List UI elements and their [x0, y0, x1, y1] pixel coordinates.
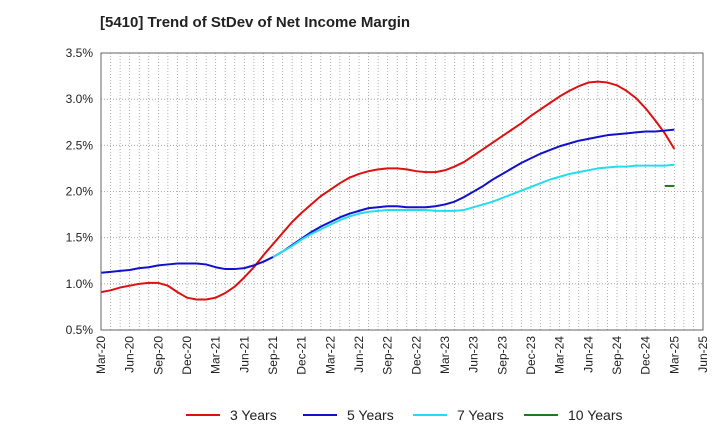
x-tick-label: Dec-24 — [639, 336, 653, 375]
y-tick-label: 1.5% — [66, 231, 94, 245]
series-line-7-years — [272, 163, 675, 258]
x-tick-label: Sep-23 — [495, 336, 509, 375]
legend-label: 5 Years — [347, 407, 394, 423]
x-tick-label: Mar-22 — [323, 336, 337, 374]
legend-label: 3 Years — [230, 407, 277, 423]
y-tick-label: 2.0% — [66, 185, 94, 199]
x-tick-label: Sep-24 — [610, 336, 624, 375]
x-tick-label: Sep-21 — [266, 336, 280, 375]
x-tick-label: Mar-21 — [209, 336, 223, 374]
x-tick-label: Sep-22 — [381, 336, 395, 375]
x-tick-label: Jun-24 — [581, 336, 595, 373]
x-tick-label: Mar-23 — [438, 336, 452, 374]
y-tick-label: 3.5% — [66, 46, 94, 60]
plot-border — [100, 52, 704, 331]
legend-swatch — [413, 414, 447, 416]
x-tick-label: Jun-23 — [467, 336, 481, 373]
x-tick-label: Mar-20 — [94, 336, 108, 374]
y-tick-label: 3.0% — [66, 92, 94, 106]
legend-label: 10 Years — [568, 407, 623, 423]
x-tick-label: Jun-25 — [696, 336, 710, 373]
chart-title: [5410] Trend of StDev of Net Income Marg… — [100, 14, 411, 31]
x-tick-label: Sep-20 — [151, 336, 165, 375]
x-tick-label: Dec-21 — [295, 336, 309, 375]
y-tick-label: 2.5% — [66, 138, 94, 152]
legend-swatch — [303, 414, 337, 416]
y-tick-label: 0.5% — [66, 323, 94, 337]
x-tick-label: Jun-22 — [352, 336, 366, 373]
y-tick-label: 1.0% — [66, 277, 94, 291]
legend-item-7-years: 7 Years — [413, 404, 504, 426]
x-tick-label: Mar-24 — [553, 336, 567, 374]
x-tick-label: Dec-23 — [524, 336, 538, 375]
x-tick-label: Jun-20 — [123, 336, 137, 373]
legend-label: 7 Years — [457, 407, 504, 423]
x-tick-label: Jun-21 — [237, 336, 251, 373]
legend-swatch — [186, 414, 220, 416]
x-tick-label: Dec-22 — [409, 336, 423, 375]
legend-item-10-years: 10 Years — [524, 404, 623, 426]
legend-item-3-years: 3 Years — [186, 404, 277, 426]
x-tick-label: Mar-25 — [667, 336, 681, 374]
legend: 3 Years 5 Years 7 Years 10 Years — [0, 404, 720, 426]
x-tick-label: Dec-20 — [180, 336, 194, 375]
series-line-3-years — [100, 80, 676, 301]
legend-swatch — [524, 414, 558, 416]
series-line-5-years — [100, 128, 675, 274]
legend-item-5-years: 5 Years — [303, 404, 394, 426]
